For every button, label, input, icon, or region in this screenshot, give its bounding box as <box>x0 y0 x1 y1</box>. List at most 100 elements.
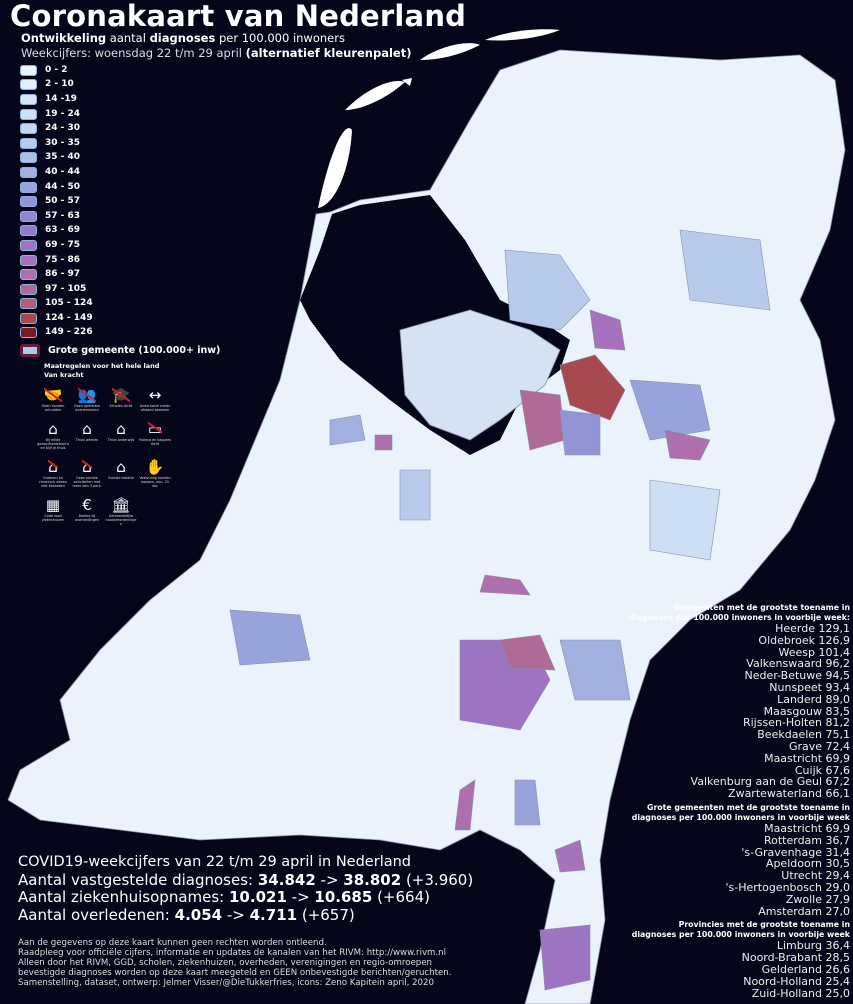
legend-item: 14 -19 <box>20 92 220 107</box>
stats-label: Aantal ziekenhuisopnames: <box>18 888 229 906</box>
legend-label: 14 -19 <box>45 93 77 104</box>
ranking-item: Limburg 36,4 <box>776 939 850 953</box>
stats-from: 34.842 <box>257 870 316 889</box>
legend-swatch <box>20 225 37 237</box>
ranking-big-cities: Grote gemeenten met de grootste toename … <box>632 803 850 917</box>
legend-label: 69 - 75 <box>45 239 81 250</box>
ranking-municipalities: Gemeenten met de grootste toename in diag… <box>629 603 850 800</box>
legend-item: 69 - 75 <box>20 238 220 253</box>
legend-item: 24 - 30 <box>20 121 220 136</box>
legend-label: 50 - 57 <box>45 196 81 207</box>
legend-label: 35 - 40 <box>45 152 81 163</box>
legend-swatch <box>20 123 37 135</box>
measure-item: ▦ Code rood ziekenhuizen <box>36 496 70 526</box>
disclaimer-line: Alleen door het RIVM, GGD, scholen, ziek… <box>18 958 432 968</box>
stats-label: Aantal overledenen: <box>18 905 175 924</box>
ranking-item: Utrecht 29,4 <box>781 869 850 883</box>
ranking-item: Valkenburg aan de Geul 67,2 <box>690 775 850 789</box>
measure-label: Anderhalve meter afstand bewaren <box>139 404 171 412</box>
measure-item: 🤝 Geen handen schudden <box>36 386 70 412</box>
stats-delta: (+664) <box>372 888 430 906</box>
stats-heading: COVID19-weekcijfers van 22 t/m 29 april … <box>18 854 412 870</box>
legend-label: 2 - 10 <box>45 79 74 90</box>
ranking-item: Rijssen-Holten 81,2 <box>742 716 850 730</box>
legend-item: 63 - 69 <box>20 224 220 239</box>
ranking-item: Oldebroek 126,9 <box>758 633 850 647</box>
legend-item: 44 - 50 <box>20 180 220 195</box>
measure-item: 🎓 Scholen dicht <box>104 386 138 412</box>
ranking-heading: Gemeenten met de grootste toename in <box>673 603 850 612</box>
legend-item: 149 - 226 <box>20 326 220 341</box>
ranking-item: Maastricht 69,9 <box>764 821 850 835</box>
ranking-item: Heerde 129,1 <box>775 622 850 635</box>
measure-label: Horeca en kappers dicht <box>139 438 171 446</box>
work-home-icon: ⌂ <box>82 420 92 438</box>
study-home-icon: ⌂ <box>116 420 126 438</box>
legend-item: 124 - 149 <box>20 311 220 326</box>
legend-big-city: Grote gemeente (100.000+ inw) <box>20 343 220 357</box>
measure-item: ✋ Veelvuldig handen wassen, min. 20 sec <box>138 458 172 488</box>
disclaimer-line: bevestigde diagnoses worden op deze kaar… <box>18 968 452 978</box>
legend-item: 97 - 105 <box>20 282 220 297</box>
municipality-patches <box>229 229 771 991</box>
stats-from: 10.021 <box>229 888 287 906</box>
land-outline <box>7 49 846 1004</box>
measure-item: 👥 Geen openbare evenementen <box>70 386 104 412</box>
stats-label: Aantal vastgestelde diagnoses: <box>18 870 258 889</box>
legend-swatch <box>20 283 37 295</box>
legend-swatch <box>20 93 37 105</box>
disclaimer: Aan de gegevens op deze kaart kunnen gee… <box>18 938 451 988</box>
ranking-item: Amsterdam 27,0 <box>758 904 850 918</box>
legend-label: 57 - 63 <box>45 210 81 221</box>
ranking-item: Rotterdam 36,7 <box>763 833 850 847</box>
ranking-item: Gelderland 26,6 <box>761 962 850 976</box>
measure-item: ⌂ Ouderen en chronisch zieken niet bezoek… <box>36 458 70 488</box>
measure-item: € Boetes bij overtredingen <box>70 496 104 526</box>
measure-label: Gemeentelijke noodverordeningen <box>105 514 137 526</box>
legend-swatch <box>20 312 37 324</box>
measure-label: Geen sociale activiteiten met meer dan 3… <box>72 476 102 488</box>
stats-to: 10.685 <box>314 888 373 906</box>
legend-label: 75 - 86 <box>45 254 81 265</box>
legend-swatch <box>20 166 37 178</box>
stats-arrow: -> <box>315 870 344 889</box>
legend-label: 24 - 30 <box>45 123 81 134</box>
legend-item: 57 - 63 <box>20 209 220 224</box>
measure-item: ⌂ Thuis werken <box>70 420 104 450</box>
legend-swatch <box>20 108 37 120</box>
ranking-item: Neder-Betuwe 94,5 <box>744 669 851 683</box>
page-title: Coronakaart van Nederland <box>10 0 467 33</box>
measure-label: Scholen dicht <box>109 404 133 408</box>
stats-to: 4.711 <box>249 905 298 924</box>
measure-item: ⌂ Geen sociale activiteiten met meer dan … <box>70 458 104 488</box>
legend-item: 0 - 2 <box>20 63 220 78</box>
measure-label: Sociale isolatie <box>108 476 134 480</box>
town-hall-icon: 🏛 <box>111 496 131 514</box>
legend-item: 2 - 10 <box>20 78 220 93</box>
shop-icon: ▭ <box>147 420 163 438</box>
ranking-item: Maastricht 69,9 <box>764 751 850 765</box>
legend-item: 19 - 24 <box>20 107 220 122</box>
graduation-cap-icon: 🎓 <box>111 386 131 404</box>
legend-swatch <box>20 327 37 339</box>
legend-item: 86 - 97 <box>20 267 220 282</box>
measures-heading: Maatregelen voor het hele land Van kracht <box>44 362 160 379</box>
stats-to: 38.802 <box>343 870 402 889</box>
measures-icons: 🤝 Geen handen schudden 👥 Geen openbare even… <box>36 386 172 526</box>
measure-label: Bij milde gezondheidsklachten blijf je t… <box>37 438 69 450</box>
measure-label: Boetes bij overtredingen <box>75 514 99 522</box>
legend-swatch <box>20 298 37 310</box>
ranking-item: Zuid-Holland 25,0 <box>751 986 850 1000</box>
measure-label: Geen handen schudden <box>41 404 65 412</box>
ranking-item: Weesp 101,4 <box>778 645 850 659</box>
color-legend: 0 - 2 2 - 10 14 -19 19 - 24 24 - 30 30 - 35 35… <box>20 63 220 357</box>
legend-item: 105 - 124 <box>20 297 220 312</box>
subtitle: Ontwikkeling aantal diagnoses per 100.00… <box>21 31 345 45</box>
measure-label: Geen openbare evenementen <box>73 404 101 412</box>
legend-swatch <box>20 269 37 281</box>
big-city-swatch <box>20 343 40 357</box>
measure-item: ↔ Anderhalve meter afstand bewaren <box>138 386 172 412</box>
ranking-item: Grave 72,4 <box>788 739 850 753</box>
legend-swatch <box>20 152 37 164</box>
ranking-heading: diagnoses per 100.000 inwoners in voorbi… <box>631 812 850 822</box>
